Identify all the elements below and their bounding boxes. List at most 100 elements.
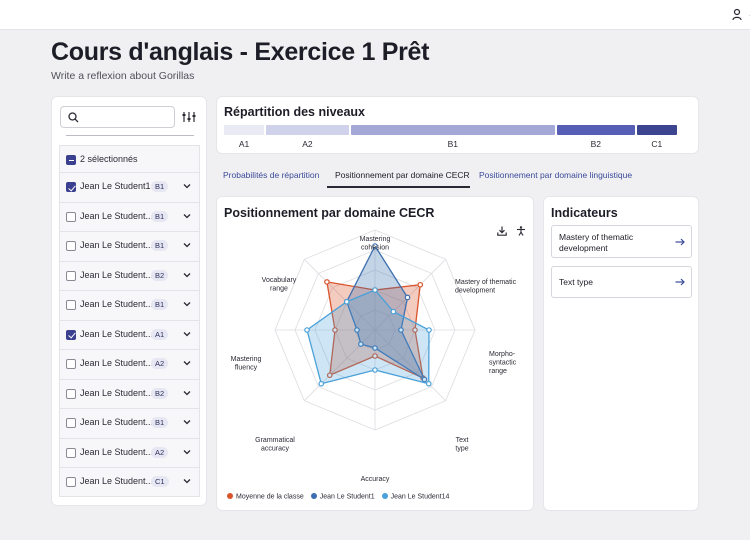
level-segment-b1[interactable]	[350, 125, 555, 135]
chevron-down-icon[interactable]	[183, 359, 191, 367]
search-divider	[66, 135, 194, 136]
filter-settings-icon[interactable]	[179, 107, 199, 127]
top-bar: J	[0, 0, 750, 30]
indicator-item[interactable]: Text type	[551, 266, 692, 298]
download-icon[interactable]	[497, 226, 507, 236]
legend-label: Moyenne de la classe	[236, 493, 304, 501]
student-checkbox[interactable]	[66, 329, 76, 340]
level-distribution-card: Répartition des niveaux A1 A2 B1 B2 C1	[216, 96, 699, 154]
legend-marker	[310, 493, 317, 499]
arrow-right-icon[interactable]	[675, 278, 685, 286]
chevron-down-icon[interactable]	[183, 448, 191, 456]
page-title: Cours d'anglais - Exercice 1 Prêt	[51, 38, 430, 66]
level-badge: B1	[151, 299, 169, 310]
student-checkbox[interactable]	[66, 447, 76, 458]
student-checkbox[interactable]	[66, 270, 76, 281]
legend-marker	[381, 493, 388, 499]
level-segment-c1[interactable]	[636, 125, 677, 135]
student-name: Jean Le Student...	[80, 446, 154, 457]
student-row[interactable]: Jean Le Student... C1	[59, 467, 200, 497]
chevron-down-icon[interactable]	[183, 418, 191, 426]
radar-chart: Mastering cohesion Mastery of thematic deve…	[231, 229, 517, 483]
chevron-down-icon[interactable]	[183, 389, 191, 397]
tab-2[interactable]: Positionnement par domaine linguistique	[479, 170, 633, 180]
student-checkbox[interactable]	[66, 477, 76, 487]
axis-label: fluency	[235, 365, 258, 372]
chevron-down-icon[interactable]	[183, 330, 191, 338]
student-checkbox[interactable]	[66, 418, 76, 428]
level-segment-b2[interactable]	[556, 125, 635, 135]
data-point	[426, 327, 432, 333]
student-row[interactable]: Jean Le Student... A2	[59, 437, 200, 467]
student-row[interactable]: Jean Le Student... B2	[59, 378, 200, 408]
chevron-down-icon[interactable]	[183, 477, 191, 485]
user-icon[interactable]	[732, 8, 746, 22]
legend-item[interactable]: Jean Le Student1	[310, 493, 375, 501]
indicator-item[interactable]: Mastery of thematic development	[551, 225, 692, 258]
student-row[interactable]: Jean Le Student... B2	[59, 260, 200, 290]
data-point	[332, 327, 338, 333]
level-badge: B1	[151, 417, 169, 428]
tab-1[interactable]: Positionnement par domaine CECR	[335, 170, 470, 180]
student-name: Jean Le Student...	[80, 240, 154, 250]
student-row[interactable]: Jean Le Student... B1	[59, 231, 200, 261]
axis-label: Text	[456, 437, 469, 444]
level-badge: B1	[151, 240, 169, 251]
grid-spoke	[304, 259, 376, 331]
select-all-checkbox[interactable]	[66, 155, 76, 165]
student-row[interactable]: Jean Le Student... B1	[59, 408, 200, 438]
level-segment-a1[interactable]	[224, 125, 265, 135]
axis-label: Mastering	[360, 236, 391, 243]
axis-label: Grammatical	[255, 437, 295, 444]
student-name: Jean Le Student...	[80, 476, 154, 486]
search-icon	[68, 112, 79, 123]
chevron-down-icon[interactable]	[183, 182, 191, 190]
level-segment-a2[interactable]	[266, 125, 349, 135]
student-checkbox[interactable]	[66, 182, 76, 192]
student-checkbox[interactable]	[66, 241, 76, 251]
chevron-down-icon[interactable]	[183, 271, 191, 279]
student-row[interactable]: Jean Le Student... B1	[59, 201, 200, 231]
data-point	[343, 298, 350, 305]
legend-item[interactable]: Moyenne de la classe	[227, 493, 304, 501]
student-row[interactable]: Jean Le Student1 B1	[59, 172, 200, 202]
student-name: Jean Le Student...	[80, 417, 154, 427]
arrow-right-icon[interactable]	[675, 238, 685, 246]
select-all-row[interactable]: 2 sélectionnés	[59, 145, 200, 172]
student-row[interactable]: Jean Le Student... A1	[59, 319, 200, 349]
legend-item[interactable]: Jean Le Student14	[381, 493, 449, 501]
student-checkbox[interactable]	[66, 359, 76, 369]
radar-chart-title: Positionnement par domaine CECR	[224, 206, 435, 220]
chevron-down-icon[interactable]	[183, 212, 191, 220]
level-badge: A1	[151, 328, 169, 340]
data-point	[390, 308, 397, 315]
chevron-down-icon[interactable]	[183, 300, 191, 308]
level-badge: B1	[151, 181, 169, 192]
tab-0[interactable]: Probabilités de répartition	[223, 170, 320, 180]
student-name: Jean Le Student1	[80, 181, 151, 191]
level-badge: A2	[151, 446, 169, 458]
chart-legend: Moyenne de la classe Jean Le Student1 Jean…	[227, 493, 456, 501]
student-name: Jean Le Student...	[80, 269, 154, 280]
axis-label: accuracy	[261, 446, 290, 453]
student-checkbox[interactable]	[66, 211, 76, 222]
active-tab-underline	[327, 186, 470, 188]
axis-label: development	[455, 288, 495, 295]
grid-spoke	[374, 329, 446, 401]
data-point	[358, 341, 364, 347]
data-point	[412, 327, 418, 333]
accessibility-icon[interactable]	[516, 226, 526, 236]
axis-label: syntactic	[489, 360, 517, 367]
student-search-input[interactable]	[60, 106, 175, 128]
student-checkbox[interactable]	[66, 388, 76, 399]
view-tabs: Probabilités de répartition Positionnemen…	[216, 166, 699, 188]
chevron-down-icon[interactable]	[183, 241, 191, 249]
data-point	[425, 380, 432, 387]
student-checkbox[interactable]	[66, 300, 76, 310]
student-row[interactable]: Jean Le Student... A2	[59, 349, 200, 379]
indicator-label: Text type	[559, 277, 594, 287]
data-point	[372, 345, 378, 351]
page-subtitle: Write a reflexion about Gorillas	[51, 70, 195, 82]
student-name: Jean Le Student...	[80, 358, 154, 368]
student-row[interactable]: Jean Le Student... B1	[59, 290, 200, 320]
